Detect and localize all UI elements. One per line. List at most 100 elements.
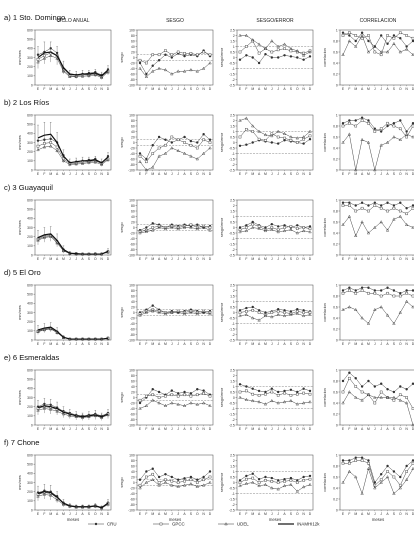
x-tick-label: M [49,427,52,431]
y-tick-label: -0.5 [229,146,235,150]
x-tick-label: J [75,512,77,516]
x-tick-label: A [386,172,389,176]
x-tick-label: J [271,342,273,346]
y-axis-label: sesgo [120,392,124,402]
point-cru-1 [43,402,46,406]
row-label: d) 5 El Oro [4,268,41,277]
y-tick-label: -0.5 [229,486,235,490]
point-cru-2 [151,467,154,470]
point-cru-9 [399,119,402,122]
x-tick-label: M [62,512,65,516]
x-tick-label: E [37,512,40,516]
x-tick-label: A [258,257,261,261]
point-udel-9 [93,73,97,77]
point-cru-2 [151,388,154,391]
x-tick-label: J [171,512,173,516]
point-cru-9 [399,475,402,479]
point-udel-6 [176,227,180,231]
point-udel-5 [373,225,377,229]
y-tick-label: -1.5 [229,157,235,161]
x-tick-label: O [196,427,199,431]
point-gpcc-3 [55,145,59,149]
row-3: c) 3 Guayaquil0100200300400500600mm/mesE… [4,183,414,261]
y-tick-label: -20 [130,486,135,490]
point-gpcc-1 [348,376,351,380]
x-tick-label: A [158,342,161,346]
x-tick-label: F [43,257,45,261]
point-cru-6 [176,478,180,481]
y-tick-label: -20 [130,146,135,150]
plot-frame [34,454,112,511]
point-gpcc-9 [398,127,402,131]
y-tick-label: 0.8 [333,39,338,43]
legend: CRU GPCC UDEL INAMHI12k [88,522,320,527]
point-cru-1 [145,226,148,229]
x-tick-label: A [258,87,261,91]
y-tick-label: 60 [131,464,135,468]
point-gpcc-4 [164,143,167,147]
point-udel-5 [270,134,274,138]
point-cru-6 [276,479,280,482]
y-tick-label: 2.5 [230,198,235,202]
point-cru-7 [283,389,286,393]
x-tick-label: M [264,342,267,346]
y-tick-label: -80 [130,503,135,507]
panel-error: -2.5-2 -1.5-1 -0.50 0.51 1.52 2.5 sesgo/error E… [220,283,314,346]
y-tick-label: 80 [131,204,135,208]
point-udel-3 [157,154,161,158]
point-cru-2 [251,220,254,224]
y-tick-label: 60 [131,124,135,128]
point-gpcc-5 [373,204,377,207]
point-gpcc-6 [379,127,383,131]
x-tick-label: S [190,172,193,176]
point-udel-11 [208,312,212,316]
y-tick-label: 1 [336,453,338,457]
point-udel-10 [405,47,409,51]
point-udel-10 [302,313,306,317]
point-udel-5 [373,168,377,172]
y-tick-label: 60 [131,209,135,213]
y-tick-label: 0.8 [333,379,338,383]
point-cru-3 [257,61,261,65]
point-cru-10 [302,387,305,390]
x-tick-label: J [374,87,376,91]
point-cru-2 [251,305,254,309]
point-cru-6 [379,130,383,133]
x-tick-label: S [393,257,396,261]
y-tick-label: -0.5 [229,316,235,320]
point-udel-9 [195,227,199,231]
point-cru-3 [55,51,59,55]
point-gpcc-1 [348,461,351,465]
point-cru-2 [49,47,52,50]
y-tick-label: 40 [131,45,135,49]
point-gpcc-7 [386,34,389,37]
plot-frame [34,29,112,86]
x-tick-label: F [145,427,147,431]
y-axis-label: mm/mes [18,390,22,405]
x-tick-label: M [49,512,52,516]
y-tick-label: 1.5 [230,124,235,128]
point-udel-4 [263,46,268,50]
point-gpcc-2 [251,476,255,480]
x-tick-label: J [75,257,77,261]
x-tick-label: O [196,257,199,261]
x-tick-label: N [302,427,305,431]
x-tick-label: A [81,87,84,91]
point-cru-3 [360,116,364,119]
point-udel-7 [182,312,187,316]
point-cru-10 [405,45,408,48]
point-gpcc-2 [151,226,155,229]
y-tick-label: 500 [27,292,33,296]
point-udel-8 [189,154,193,158]
x-tick-label: A [386,512,389,516]
point-udel-legend [224,522,228,526]
point-gpcc-0 [341,124,345,128]
x-tick-label: D [412,87,414,91]
point-gpcc-9 [295,392,299,396]
point-gpcc-6 [176,138,180,142]
point-gpcc-10 [302,226,305,229]
x-tick-label: F [348,87,350,91]
